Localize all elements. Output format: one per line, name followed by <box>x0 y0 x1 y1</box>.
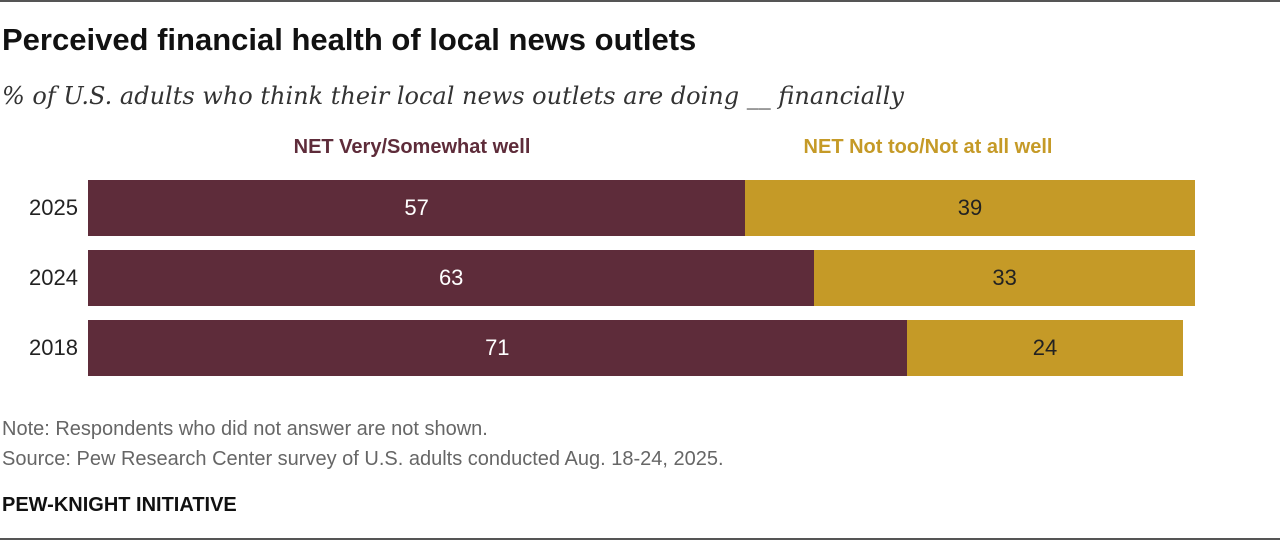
bar-value-well-2018: 71 <box>485 335 510 360</box>
bar-well-2025 <box>88 180 746 236</box>
bar-not-well-2025 <box>745 180 1195 236</box>
bar-value-not-well-2018: 24 <box>1032 335 1058 360</box>
bar-value-not-well-2024: 33 <box>992 265 1017 290</box>
top-rule <box>0 0 1280 2</box>
chart-title: Perceived financial health of local news… <box>2 22 697 57</box>
bar-not-well-2024 <box>814 250 1195 306</box>
bar-value-not-well-2025: 39 <box>957 195 983 220</box>
bar-well-2018 <box>88 320 907 376</box>
legend-well: NET Very/Somewhat well <box>293 136 531 158</box>
chart-subtitle: % of U.S. adults who think their local n… <box>2 82 904 110</box>
row-label-2025: 2025 <box>29 195 78 220</box>
legend-not-well: NET Not too/Not at all well <box>803 136 1053 158</box>
brand-label: PEW-KNIGHT INITIATIVE <box>2 494 237 516</box>
bar-value-well-2025: 57 <box>404 195 429 220</box>
note-text: Note: Respondents who did not answer are… <box>2 418 488 440</box>
row-label-2018: 2018 <box>29 335 78 360</box>
bar-value-well-2024: 63 <box>438 265 464 290</box>
bar-not-well-2018 <box>906 320 1184 376</box>
bar-well-2024 <box>88 250 815 306</box>
source-text: Source: Pew Research Center survey of U.… <box>2 448 724 470</box>
row-label-2024: 2024 <box>29 265 78 290</box>
bottom-rule <box>0 538 1280 540</box>
